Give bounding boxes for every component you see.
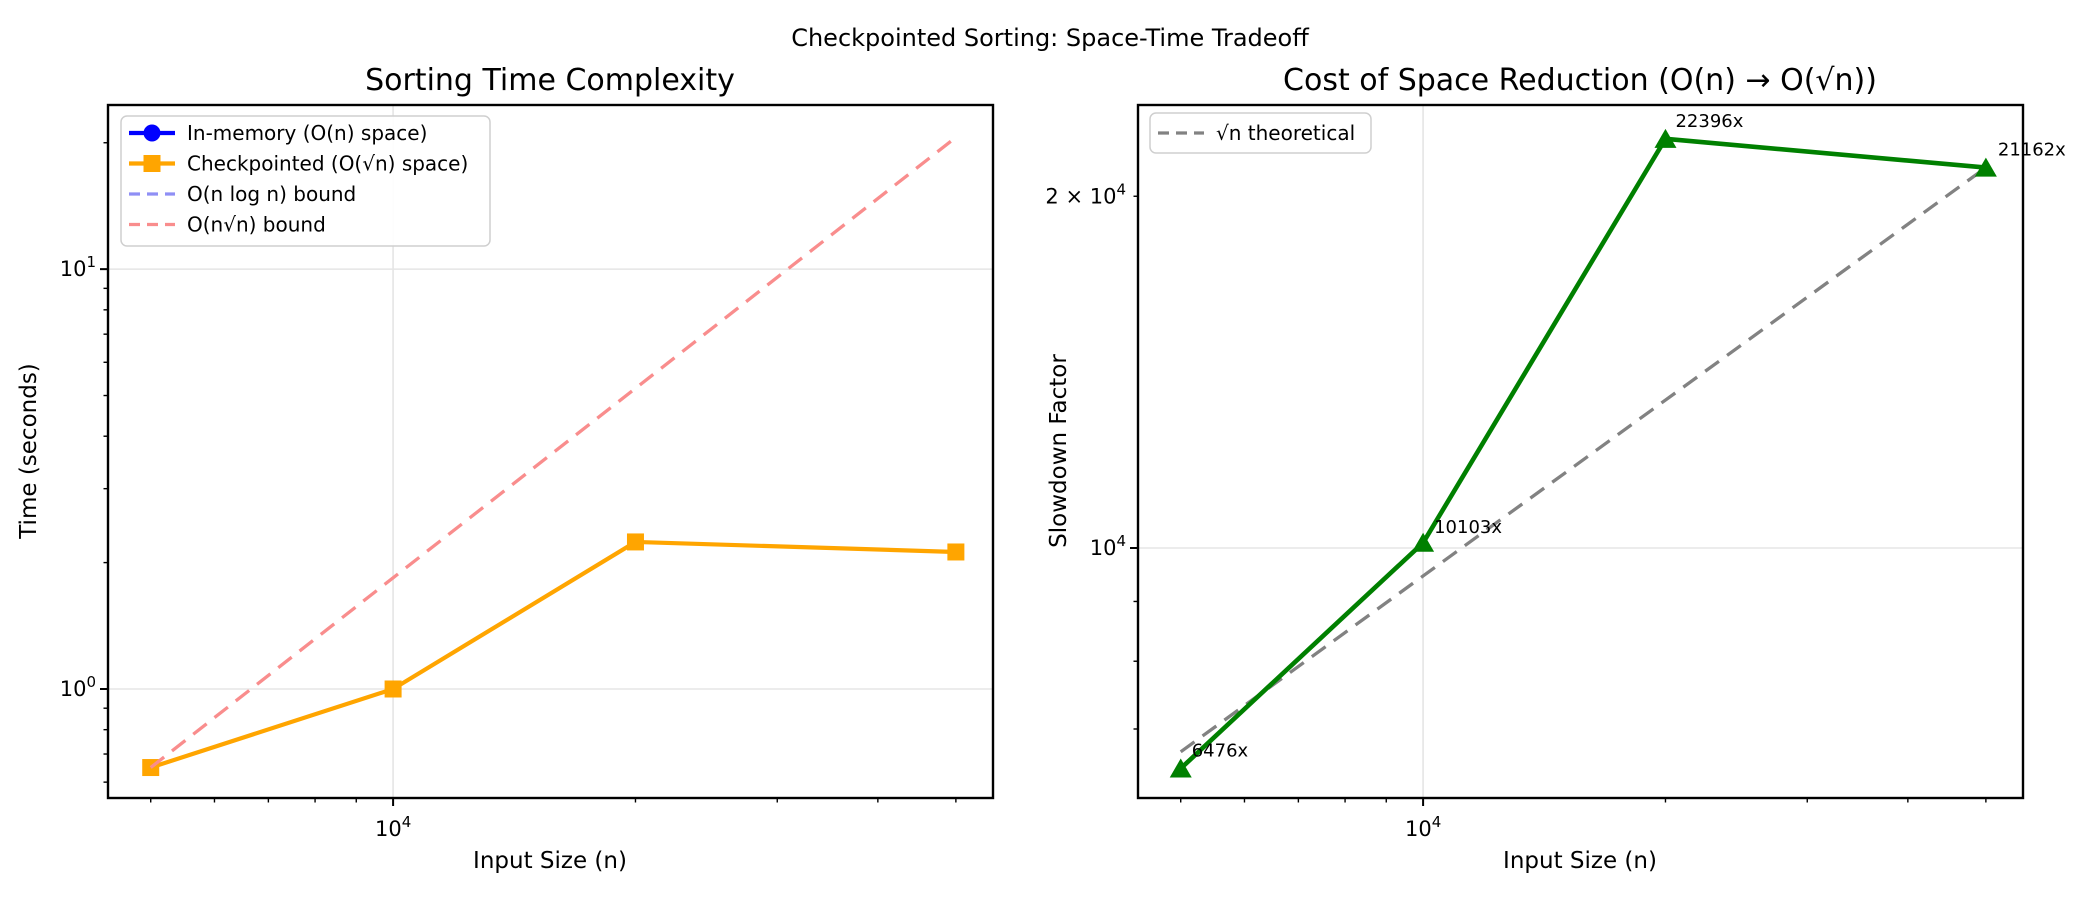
marker-triangle — [1412, 532, 1435, 552]
right-plot-title: Cost of Space Reduction (O(n) → O(√n)) — [1283, 63, 1877, 98]
series-layer — [1169, 128, 1997, 778]
legend-box — [1149, 112, 1372, 154]
legend: In-memory (O(n) space) Checkpointed (O(√n… — [120, 115, 491, 247]
marker-triangle — [1974, 157, 1997, 177]
legend-marker — [143, 124, 161, 142]
right-xaxis-label: Input Size (n) — [1503, 848, 1657, 874]
y-tick-label: 2 × 104 — [1045, 180, 1126, 208]
legend-marker — [143, 155, 161, 172]
series-layer — [142, 136, 965, 777]
data-label: 21162x — [1998, 140, 2066, 161]
ticks — [100, 142, 957, 806]
left-xaxis-label: Input Size (n) — [473, 848, 627, 874]
marker-triangle — [1654, 128, 1677, 148]
legend: √n theoretical — [1149, 112, 1372, 154]
right-yaxis-label: Slowdown Factor — [1046, 354, 1072, 548]
left-plot-title: Sorting Time Complexity — [365, 63, 735, 98]
legend-label: √n theoretical — [1216, 121, 1355, 145]
y-tick-label: 100 — [60, 673, 96, 701]
data-label: 22396x — [1675, 111, 1743, 132]
series-line-1 — [1179, 136, 1987, 771]
marker-square — [947, 543, 965, 561]
marker-square — [384, 680, 402, 698]
series-line-3 — [149, 136, 957, 769]
axes-spines — [106, 103, 995, 800]
data-label: 10103x — [1434, 517, 1502, 538]
legend-label: Checkpointed (O(√n) space) — [187, 152, 468, 176]
left-yaxis-label: Time (seconds) — [16, 363, 42, 540]
series-line-1 — [150, 539, 956, 770]
legend-label: O(n log n) bound — [187, 182, 356, 206]
legend-box — [120, 115, 491, 247]
grid — [1138, 105, 2023, 798]
series-line-0 — [1179, 166, 1987, 754]
marker-square — [626, 533, 644, 551]
legend-label: O(n√n) bound — [187, 213, 326, 237]
marker-triangle — [1169, 758, 1192, 778]
figure-suptitle: Checkpointed Sorting: Space-Time Tradeof… — [791, 24, 1309, 52]
axes-spines — [1136, 103, 2025, 800]
legend-label: In-memory (O(n) space) — [187, 121, 427, 145]
data-label: 6476x — [1192, 740, 1249, 761]
